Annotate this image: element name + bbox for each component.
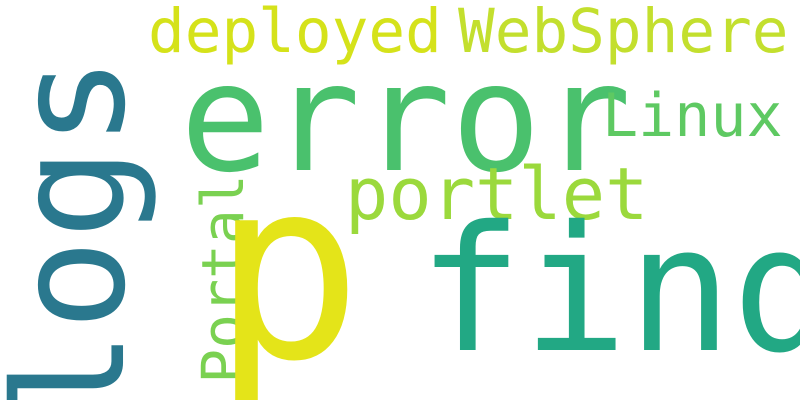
word-linux: Linux — [602, 81, 783, 151]
word-websphere: WebSphere — [458, 0, 789, 67]
word-error: error — [180, 32, 632, 206]
word-deployed: deployed — [148, 0, 442, 67]
word-p: p — [212, 125, 363, 400]
word-logs: logs — [0, 55, 160, 400]
word-portlet: portlet — [345, 152, 649, 236]
word-find: find — [418, 189, 800, 392]
